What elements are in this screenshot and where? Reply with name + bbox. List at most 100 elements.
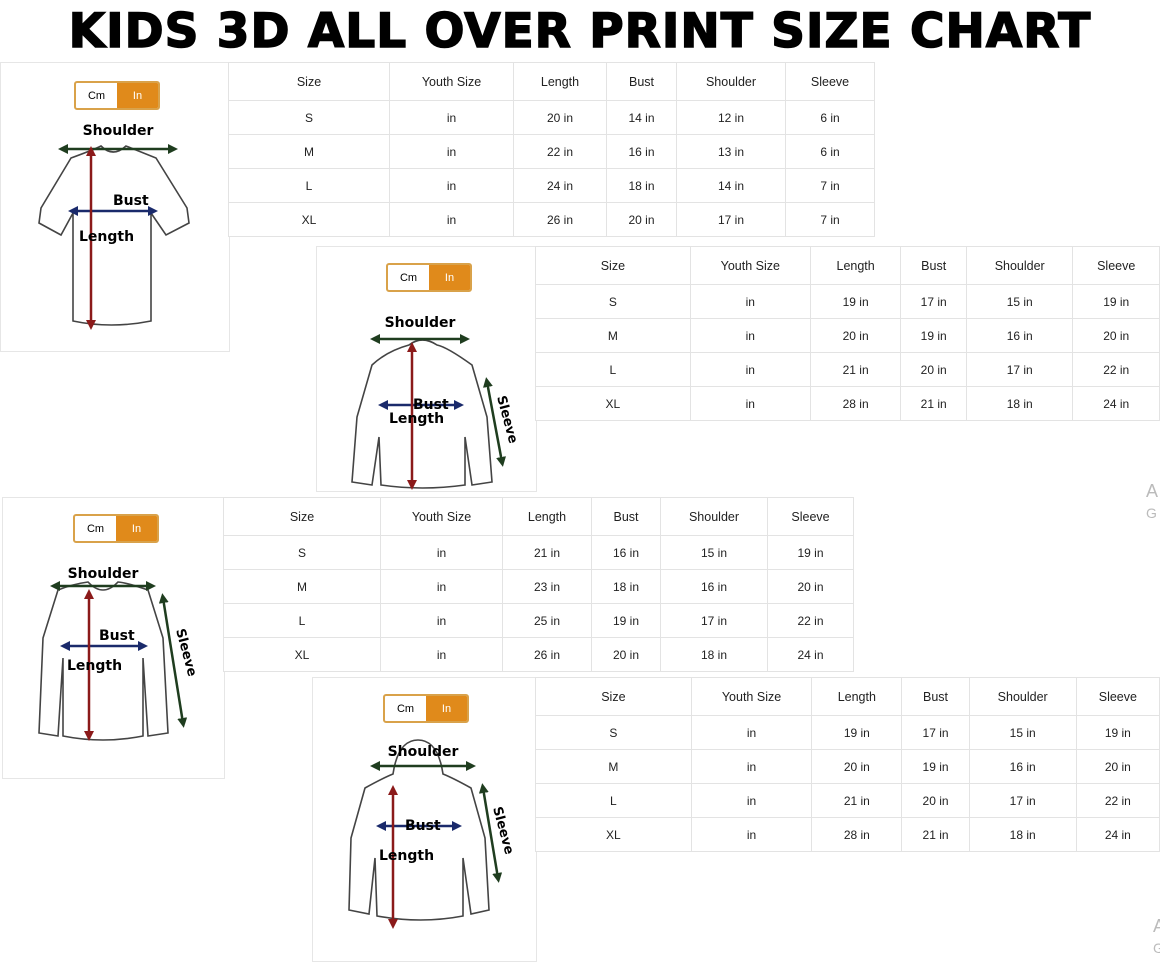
table-cell: 22 in <box>1075 783 1160 818</box>
table-cell: 21 in <box>502 535 592 570</box>
table-cell: L <box>228 168 390 203</box>
column-header: Shoulder <box>660 497 768 536</box>
table-cell: M <box>535 749 692 784</box>
table-cell: 18 in <box>660 637 768 672</box>
table-cell: 16 in <box>660 569 768 604</box>
table-cell: 14 in <box>606 100 677 135</box>
table-cell: in <box>690 783 813 818</box>
table-cell: 20 in <box>811 749 903 784</box>
column-header: Bust <box>591 497 661 536</box>
table-cell: 19 in <box>811 715 903 750</box>
unit-cm-option[interactable]: Cm <box>87 89 106 102</box>
bust-label: Bust <box>405 818 441 834</box>
table-cell: 24 in <box>767 637 854 672</box>
unit-cm-option[interactable]: Cm <box>396 702 415 715</box>
table-cell: 23 in <box>502 569 592 604</box>
table-cell: S <box>228 100 390 135</box>
table-cell: in <box>380 603 503 638</box>
table-cell: 21 in <box>901 817 970 852</box>
unit-in-option[interactable]: In <box>116 516 157 541</box>
table-cell: 24 in <box>513 168 607 203</box>
table-cell: 20 in <box>900 352 967 387</box>
header-row: Size Youth Size Length Bust Shoulder Sleeve <box>535 677 1160 716</box>
unit-cm-option[interactable]: Cm <box>399 271 418 284</box>
table-cell: 6 in <box>785 100 875 135</box>
column-header: Bust <box>901 677 970 716</box>
length-label: Length <box>379 848 434 864</box>
table-row: XL in 28 in 21 in 18 in 24 in <box>535 817 1160 852</box>
table-cell: 12 in <box>676 100 786 135</box>
table-cell: 22 in <box>513 134 607 169</box>
table-cell: 7 in <box>785 168 875 203</box>
table-cell: 20 in <box>809 318 902 353</box>
length-label: Length <box>79 229 134 245</box>
table-cell: 19 in <box>767 535 854 570</box>
table-cell: L <box>535 783 692 818</box>
table-cell: 26 in <box>502 637 592 672</box>
t-shirt-diagram: Shoulder Bust Length <box>38 123 190 330</box>
table-cell: 16 in <box>965 318 1074 353</box>
unit-toggle[interactable]: Cm In <box>73 514 159 543</box>
table-cell: 19 in <box>1075 715 1160 750</box>
table-cell: S <box>535 715 692 750</box>
unit-in-option[interactable]: In <box>117 83 158 108</box>
garment-image-panel: Shoulder Bust Length Sleeve Cm In <box>312 677 537 962</box>
table-cell: in <box>389 202 514 237</box>
unit-in-option[interactable]: In <box>429 265 470 290</box>
unit-cm-option[interactable]: Cm <box>86 522 105 535</box>
table-cell: 15 in <box>660 535 768 570</box>
watermark-line: A <box>1146 481 1159 501</box>
table-cell: 20 in <box>591 637 661 672</box>
unit-toggle[interactable]: Cm In <box>74 81 160 110</box>
table-cell: 18 in <box>968 817 1077 852</box>
table-cell: 21 in <box>809 352 902 387</box>
table-cell: XL <box>228 202 390 237</box>
table-cell: 20 in <box>1075 749 1160 784</box>
table-cell: 18 in <box>591 569 661 604</box>
unit-toggle[interactable]: Cm In <box>383 694 469 723</box>
table-cell: XL <box>535 817 692 852</box>
column-header: Sleeve <box>1075 677 1160 716</box>
column-header: Youth Size <box>690 677 813 716</box>
table-cell: L <box>535 352 691 387</box>
unit-toggle[interactable]: Cm In <box>386 263 472 292</box>
table-cell: 17 in <box>968 783 1077 818</box>
table-cell: in <box>690 715 813 750</box>
shoulder-label: Shoulder <box>385 315 456 331</box>
table-cell: 20 in <box>901 783 970 818</box>
table-cell: 6 in <box>785 134 875 169</box>
table-cell: 19 in <box>1072 284 1160 319</box>
table-cell: 16 in <box>968 749 1077 784</box>
table-cell: 19 in <box>591 603 661 638</box>
column-header: Youth Size <box>389 62 514 101</box>
table-cell: L <box>223 603 381 638</box>
table-cell: 14 in <box>676 168 786 203</box>
table-cell: 24 in <box>1075 817 1160 852</box>
table-cell: 19 in <box>809 284 902 319</box>
watermark-line: G <box>1153 940 1160 956</box>
table-cell: 21 in <box>811 783 903 818</box>
column-header: Shoulder <box>676 62 786 101</box>
garment-image-panel: Shoulder Bust Length Sleeve Cm In <box>2 497 225 779</box>
table-row: XL in 26 in 20 in 17 in 7 in <box>228 202 875 237</box>
table-cell: 21 in <box>900 386 967 421</box>
header-row: Size Youth Size Length Bust Shoulder Sleeve <box>228 62 875 101</box>
table-cell: M <box>223 569 381 604</box>
shoulder-label: Shoulder <box>388 744 459 760</box>
unit-in-option[interactable]: In <box>426 696 467 721</box>
shoulder-label: Shoulder <box>83 123 154 139</box>
